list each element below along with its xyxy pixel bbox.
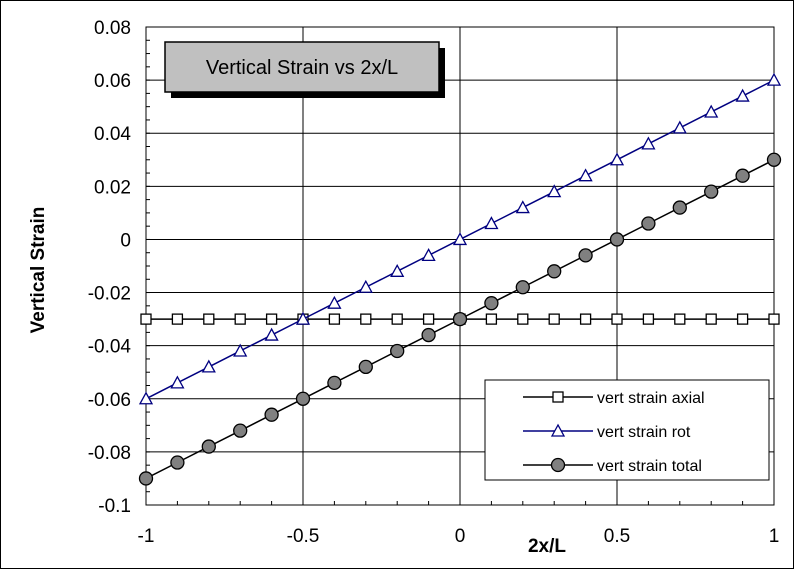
- data-point: [484, 296, 499, 311]
- data-point: [422, 313, 435, 325]
- legend: vert strain axial vert strain rot vert str…: [484, 379, 770, 481]
- data-point: [766, 72, 782, 86]
- data-point: [233, 423, 248, 438]
- data-point: [358, 279, 373, 293]
- data-point: [138, 391, 154, 405]
- data-point: [674, 313, 686, 325]
- data-point: [517, 313, 529, 325]
- data-point: [360, 313, 372, 325]
- data-point: [515, 280, 530, 295]
- data-point: [547, 184, 562, 198]
- data-point: [328, 313, 341, 325]
- data-point: [705, 313, 717, 325]
- data-point: [578, 168, 593, 182]
- data-point: [234, 313, 246, 325]
- y-tick-label: 0: [120, 230, 131, 251]
- data-point: [233, 343, 248, 357]
- data-point: [735, 168, 750, 183]
- data-point: [672, 120, 687, 134]
- data-point: [642, 313, 655, 325]
- data-point: [550, 457, 566, 473]
- data-point: [578, 248, 593, 263]
- legend-item: vert strain axial: [523, 390, 705, 407]
- data-point: [609, 232, 625, 247]
- x-tick-label: 0.5: [604, 526, 630, 547]
- data-point: [265, 313, 278, 325]
- series-vert-strain-rot: [138, 72, 782, 405]
- data-point: [704, 104, 719, 118]
- data-point: [547, 264, 562, 279]
- data-point: [548, 313, 560, 325]
- chart-title-box: Vertical Strain vs 2x/L: [164, 41, 445, 98]
- data-point: [609, 152, 625, 166]
- data-point: [515, 200, 530, 214]
- data-point: [421, 248, 436, 262]
- y-tick-label: -0.1: [98, 496, 131, 517]
- data-point: [203, 313, 215, 325]
- data-point: [391, 313, 403, 325]
- data-point: [452, 232, 468, 246]
- series-vert-strain-total: [138, 152, 782, 486]
- data-point: [452, 311, 468, 327]
- data-point: [672, 200, 687, 215]
- y-axis: 0.08 0.06 0.04 0.02 0 -0.02 -0.04 -0.06 -0.08 -0.…: [88, 18, 150, 517]
- legend-item: vert strain total: [523, 457, 702, 475]
- data-point: [327, 375, 342, 390]
- x-tick-label: -0.5: [287, 526, 320, 547]
- y-axis-title: Vertical Strain: [28, 207, 49, 334]
- data-point: [295, 311, 311, 325]
- x-tick-label: -1: [138, 526, 155, 547]
- data-point: [138, 471, 154, 486]
- y-tick-label: -0.06: [88, 390, 131, 411]
- x-axis: -1 -0.5 0 0.5 1: [138, 501, 780, 547]
- y-tick-label: 0.04: [94, 124, 131, 145]
- data-point: [327, 295, 342, 309]
- data-point: [485, 313, 498, 325]
- data-point: [735, 88, 750, 102]
- data-point: [579, 313, 592, 325]
- legend-label: vert strain axial: [597, 390, 705, 407]
- data-point: [358, 359, 373, 375]
- x-axis-title: 2x/L: [528, 536, 566, 557]
- data-point: [704, 184, 719, 199]
- data-point: [390, 263, 405, 277]
- y-tick-label: -0.08: [88, 443, 131, 464]
- legend-label: vert strain total: [597, 458, 702, 475]
- data-point: [421, 327, 436, 343]
- data-point: [768, 313, 780, 325]
- data-point: [484, 216, 499, 230]
- series-layer: [138, 72, 782, 486]
- data-point: [641, 216, 656, 231]
- data-point: [201, 439, 216, 454]
- data-point: [264, 327, 279, 341]
- data-point: [171, 313, 184, 325]
- data-point: [170, 455, 185, 470]
- x-tick-label: 0: [455, 526, 466, 547]
- y-tick-label: 0.08: [94, 18, 131, 39]
- chart-title: Vertical Strain vs 2x/L: [206, 57, 398, 79]
- data-point: [170, 375, 185, 389]
- y-tick-label: 0.02: [94, 177, 131, 198]
- data-point: [295, 391, 311, 406]
- y-tick-label: 0.06: [94, 71, 131, 92]
- data-point: [552, 391, 564, 403]
- data-point: [201, 359, 216, 373]
- data-point: [390, 343, 405, 359]
- data-point: [641, 136, 656, 150]
- legend-item: vert strain rot: [523, 423, 691, 441]
- data-point: [611, 313, 623, 325]
- data-point: [550, 423, 566, 437]
- y-tick-label: -0.02: [88, 284, 131, 305]
- data-point: [736, 313, 749, 325]
- y-tick-label: -0.04: [88, 337, 132, 358]
- x-tick-label: 1: [769, 526, 780, 547]
- data-point: [140, 313, 152, 325]
- legend-label: vert strain rot: [597, 424, 691, 441]
- data-point: [264, 407, 279, 422]
- data-point: [766, 152, 782, 167]
